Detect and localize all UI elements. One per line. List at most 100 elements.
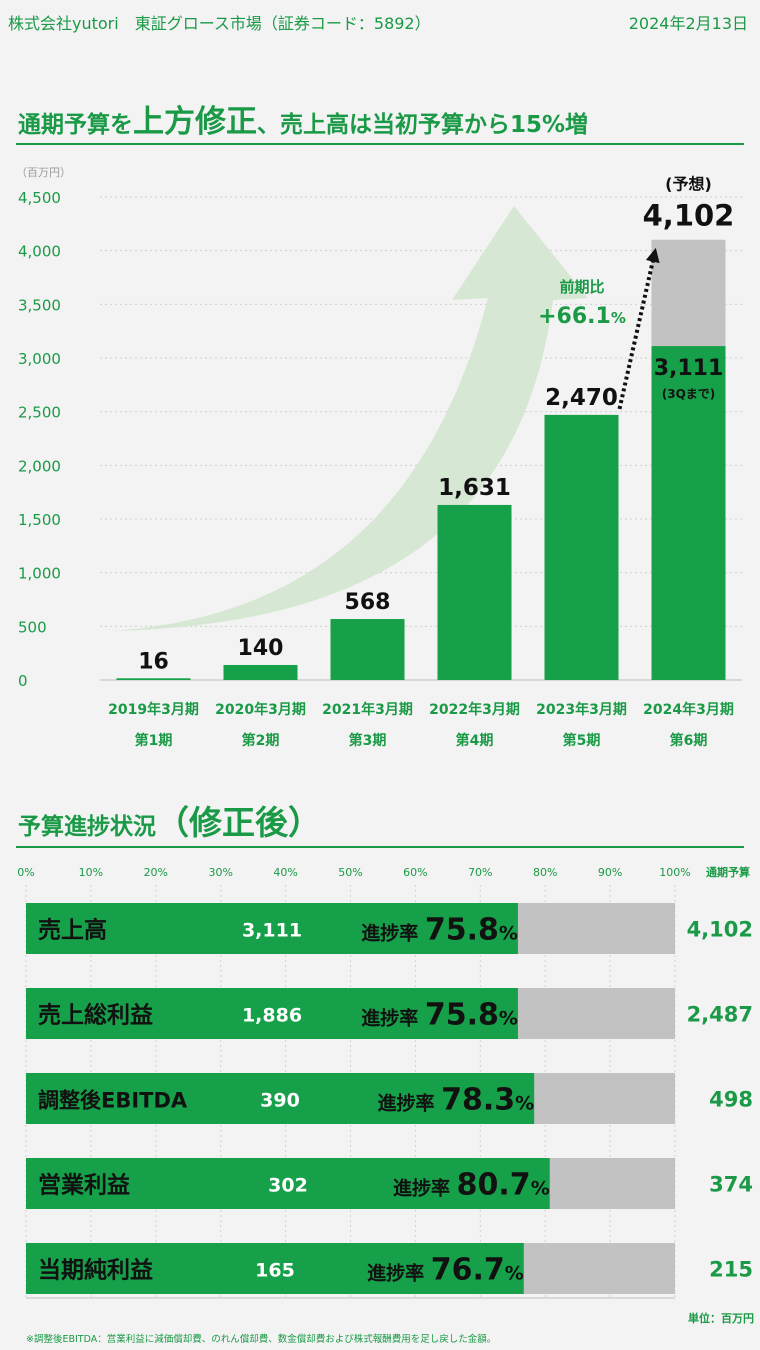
y-tick-label: 4,000 — [18, 243, 61, 261]
x-category-year: 2021年3月期 — [322, 701, 413, 718]
progress-prefix: 進捗率 — [361, 1007, 425, 1030]
x-category-period: 第4期 — [456, 732, 494, 749]
x-category-period: 第5期 — [563, 732, 601, 749]
revenue-bar-chart: 0 500 1,000 1,500 2,000 2,500 3,000 3,500 4,000 4… — [16, 166, 742, 749]
y-tick-label: 1,500 — [18, 511, 61, 529]
x-category-year: 2019年3月期 — [108, 701, 199, 718]
title2-part-a: 予算進捗状況 — [18, 814, 156, 840]
x-category-period: 第3期 — [349, 732, 387, 749]
x-tick-label: 40% — [273, 866, 297, 879]
row-actual-value: 1,886 — [242, 1005, 302, 1027]
company-header: 株式会社yutori 東証グロース市場（証券コード：5892） — [8, 14, 431, 33]
progress-percent: % — [505, 1263, 524, 1285]
progress-rate-text: 進捗率 80.7% — [393, 1168, 550, 1203]
bar-3 — [330, 619, 405, 680]
bar-4 — [437, 504, 512, 680]
y-tick-label: 0 — [18, 672, 28, 690]
x-tick-label: 0% — [17, 866, 34, 879]
x-tick-label: 20% — [144, 866, 168, 879]
forecast-value-label: 4,102 — [643, 199, 735, 233]
x-tick-label: 70% — [468, 866, 492, 879]
section2-title: 予算進捗状況（修正後） — [18, 796, 321, 844]
forecast-label: (予想) — [665, 175, 712, 194]
x-category-period: 第2期 — [242, 732, 280, 749]
title-part-c: 、売上高は当初予算から15%増 — [257, 112, 589, 138]
bar-value-label: 140 — [238, 636, 284, 661]
yoy-label: 前期比 — [559, 278, 604, 296]
progress-rate-value: 80.7 — [457, 1168, 531, 1203]
bar-value-label-current: 3,111 — [654, 356, 724, 381]
y-tick-label: 1,000 — [18, 565, 61, 583]
progress-prefix: 進捗率 — [393, 1177, 457, 1200]
bar-value-label: 1,631 — [438, 475, 511, 501]
x-tick-label: 60% — [403, 866, 427, 879]
x-tick-label: 50% — [338, 866, 362, 879]
y-tick-label: 2,000 — [18, 457, 61, 475]
progress-percent: % — [515, 1093, 534, 1115]
progress-rate-value: 78.3 — [441, 1083, 515, 1118]
y-tick-label: 3,000 — [18, 350, 61, 368]
progress-prefix: 進捗率 — [377, 1092, 441, 1115]
progress-bar — [26, 1158, 550, 1209]
row-name: 売上総利益 — [38, 1002, 153, 1029]
x-tick-label: 100% — [659, 866, 690, 879]
x-category-period: 第1期 — [135, 732, 173, 749]
section1-title: 通期予算を上方修正、売上高は当初予算から15%増 — [18, 96, 588, 141]
row-actual-value: 302 — [268, 1175, 308, 1197]
growth-arrow — [112, 206, 588, 631]
bar-6 — [651, 346, 726, 680]
progress-prefix: 進捗率 — [367, 1262, 431, 1285]
progress-percent: % — [499, 923, 518, 945]
y-tick-label: 4,500 — [18, 189, 61, 207]
x-category-period: 第6期 — [670, 732, 708, 749]
progress-bar — [26, 988, 518, 1039]
progress-rate-text: 進捗率 75.8% — [361, 998, 518, 1033]
unit-note: 単位：百万円 — [688, 1311, 754, 1325]
y-tick-label: 500 — [18, 618, 47, 636]
y-tick-label: 3,500 — [18, 296, 61, 314]
y-tick-label: 2,500 — [18, 404, 61, 422]
title-part-a: 通期予算を — [18, 112, 133, 138]
footnote: ※調整後EBITDA：営業利益に減価償却費、のれん償却費、数金償却費および株式報… — [26, 1333, 496, 1345]
row-name: 営業利益 — [38, 1172, 130, 1199]
title2-part-b: （修正後） — [156, 803, 321, 842]
row-actual-value: 165 — [255, 1260, 295, 1282]
x-category-year: 2022年3月期 — [429, 701, 520, 718]
date-header: 2024年2月13日 — [628, 14, 748, 33]
progress-rate-value: 75.8 — [425, 913, 499, 948]
x-tick-label: 90% — [598, 866, 622, 879]
progress-rate-text: 進捗率 76.7% — [367, 1253, 524, 1288]
yoy-value-text: +66.1% — [538, 304, 626, 329]
row-name: 当期純利益 — [38, 1257, 153, 1284]
yoy-unit: % — [611, 309, 626, 327]
bar-2 — [223, 664, 298, 680]
progress-rate-text: 進捗率 75.8% — [361, 913, 518, 948]
row-budget-value: 374 — [709, 1173, 753, 1197]
progress-percent: % — [499, 1008, 518, 1030]
row-budget-value: 215 — [709, 1258, 753, 1282]
title-part-b: 上方修正 — [133, 104, 257, 140]
progress-rate-value: 75.8 — [425, 998, 499, 1033]
bar-value-label: 2,470 — [545, 385, 618, 411]
row-budget-value: 2,487 — [687, 1003, 753, 1027]
bar-value-label: 16 — [138, 649, 169, 674]
progress-bar — [26, 1073, 535, 1124]
row-budget-value: 498 — [709, 1088, 753, 1112]
x-tick-label: 30% — [208, 866, 232, 879]
q3-note: (3Qまで) — [662, 387, 716, 401]
progress-rate-text: 進捗率 78.3% — [377, 1083, 534, 1118]
yoy-arrow-line — [617, 253, 657, 410]
section1-rule — [16, 143, 744, 145]
section2-rule — [16, 846, 744, 848]
x-category-year: 2020年3月期 — [215, 701, 306, 718]
row-actual-value: 3,111 — [242, 920, 302, 942]
yoy-value: +66.1 — [538, 304, 611, 329]
row-name: 調整後EBITDA — [38, 1089, 188, 1113]
x-category-year: 2023年3月期 — [536, 701, 627, 718]
yoy-arrow-head — [645, 247, 660, 264]
x-category-year: 2024年3月期 — [643, 701, 734, 718]
progress-rate-value: 76.7 — [431, 1253, 505, 1288]
x-tick-label: 80% — [533, 866, 557, 879]
row-actual-value: 390 — [260, 1090, 300, 1112]
progress-bar — [26, 1243, 524, 1294]
